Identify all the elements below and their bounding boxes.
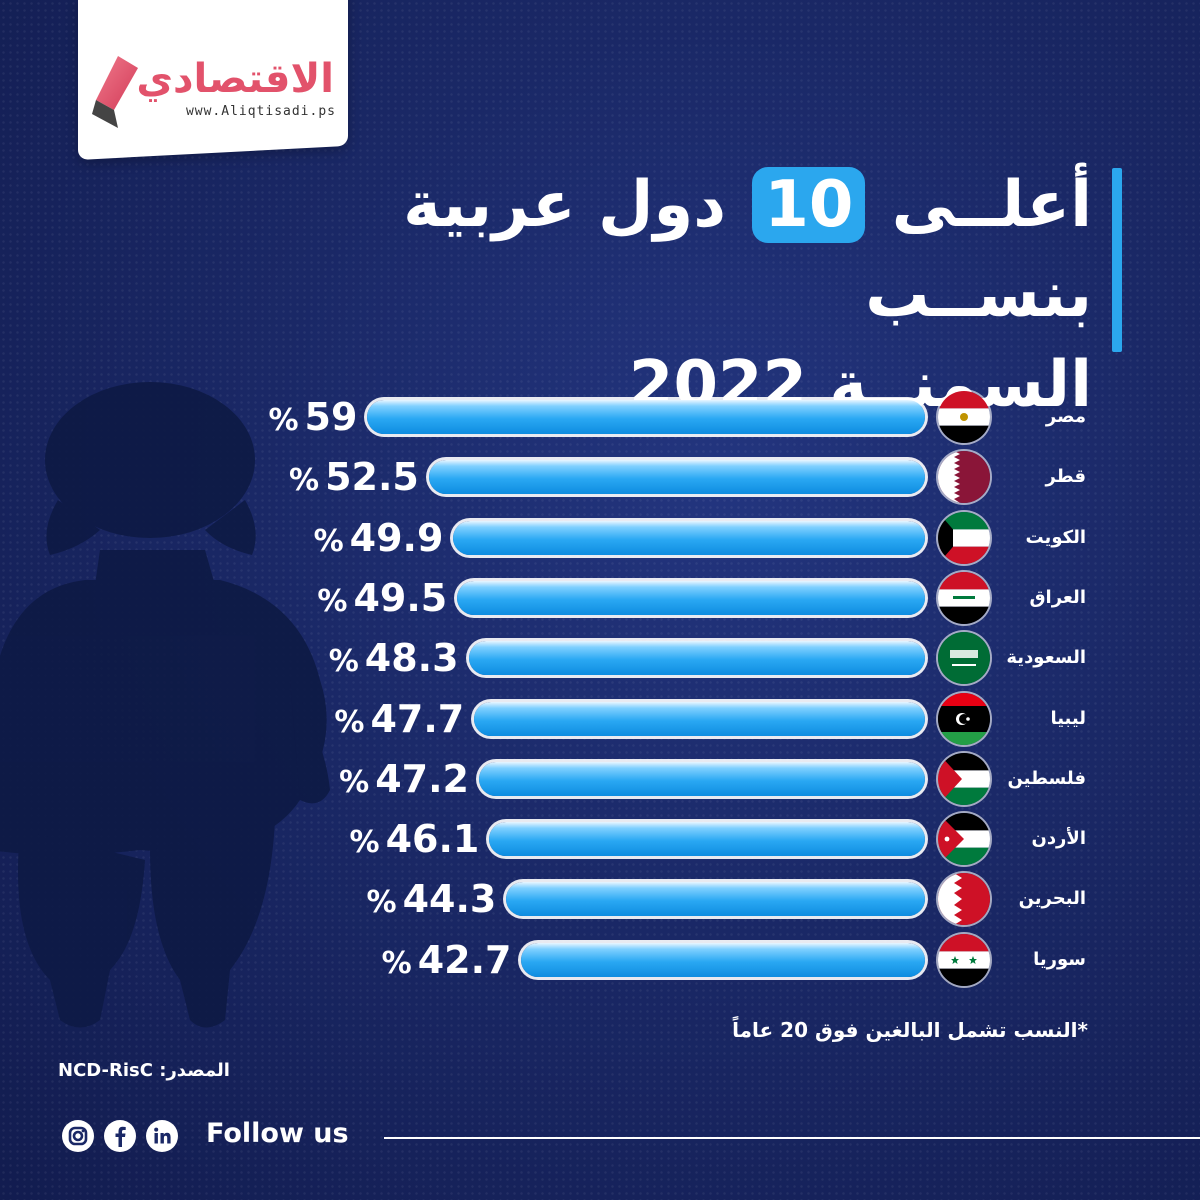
percent-sign: % [289,463,320,499]
country-label: سوريا [1033,948,1086,970]
source-label: المصدر: NCD-RisC [58,1060,230,1081]
palestine-flag-icon [938,752,990,805]
logo-card[interactable]: الاقتصادي www.Aliqtisadi.ps [78,0,348,160]
country-label: فلسطين [1007,767,1086,789]
value-number: 48.3 [364,636,459,681]
title-part-before: أعلــى [891,168,1092,242]
jordan-flag-icon [938,813,990,866]
country-label: السعودية [1006,647,1086,669]
bar-qatar [428,460,925,495]
footer-divider [384,1137,1200,1139]
country-label: الأردن [1031,828,1086,850]
country-label: البحرين [1018,888,1086,910]
bar-syria [521,942,925,977]
qatar-flag-icon [938,451,990,504]
percent-sign: % [313,523,344,559]
country-label: قطر [1045,466,1086,488]
value-number: 46.1 [385,817,480,862]
percent-sign: % [366,885,397,921]
value-number: 44.3 [402,877,497,922]
iraq-flag-icon [938,571,990,624]
value-label: % 49.9 [223,515,444,560]
bar-iraq [457,580,925,615]
value-number: 52.5 [325,455,419,500]
instagram-icon[interactable] [62,1120,94,1152]
bar-kuwait [453,520,925,555]
percent-sign: % [268,403,299,438]
saudi-arabia-flag-icon [938,632,990,685]
value-number: 47.2 [375,756,469,801]
value-number: 59 [304,395,358,439]
value-label: % 46.1 [259,817,480,862]
egypt-flag-icon [938,391,990,443]
bar-jordan [489,822,925,857]
value-number: 49.5 [353,575,448,620]
title-part-after: دول عربية بنســب [403,168,1092,332]
value-label: % 44.3 [276,877,497,922]
facebook-icon[interactable] [104,1120,136,1152]
country-label: مصر [1045,406,1086,427]
value-number: 42.7 [417,937,512,982]
value-label: % 42.7 [291,937,512,982]
value-number: 47.7 [370,696,465,741]
country-label: الكويت [1025,526,1087,548]
logo-mark-icon [92,56,138,128]
bar-egypt [367,400,925,434]
country-label: العراق [1029,586,1086,608]
value-label: % 47.7 [244,696,465,741]
value-label: % 59 [137,395,358,439]
title-number-badge: 10 [752,167,866,243]
title-line-1: أعلــى 10 دول عربية بنســب [192,160,1092,340]
value-label: % 49.5 [227,575,448,620]
percent-sign: % [381,945,412,981]
syria-flag-icon [938,933,990,986]
percent-sign: % [349,825,380,861]
follow-us-label: Follow us [206,1118,349,1149]
value-label: % 52.5 [199,455,419,500]
value-label: % 48.3 [239,636,459,681]
bar-bahrain [506,882,925,917]
person-silhouette-icon [0,382,330,1028]
title-accent-bar [1112,168,1122,352]
percent-sign: % [339,764,370,800]
country-label: ليبيا [1050,707,1086,729]
value-label: % 47.2 [249,756,469,801]
page-title: أعلــى 10 دول عربية بنســب السمنــة 2022 [192,160,1092,430]
bahrain-flag-icon [938,873,990,926]
bar-saudi-arabia [468,641,925,676]
percent-sign: % [334,704,365,740]
bar-palestine [478,761,925,796]
percent-sign: % [317,583,348,619]
libya-flag-icon [938,692,990,745]
value-number: 49.9 [349,515,444,560]
kuwait-flag-icon [938,511,990,564]
bar-libya [474,701,925,736]
linkedin-icon[interactable] [146,1120,178,1152]
footnote: *النسب تشمل البالغين فوق 20 عاماً [732,1018,1088,1042]
percent-sign: % [328,644,359,680]
